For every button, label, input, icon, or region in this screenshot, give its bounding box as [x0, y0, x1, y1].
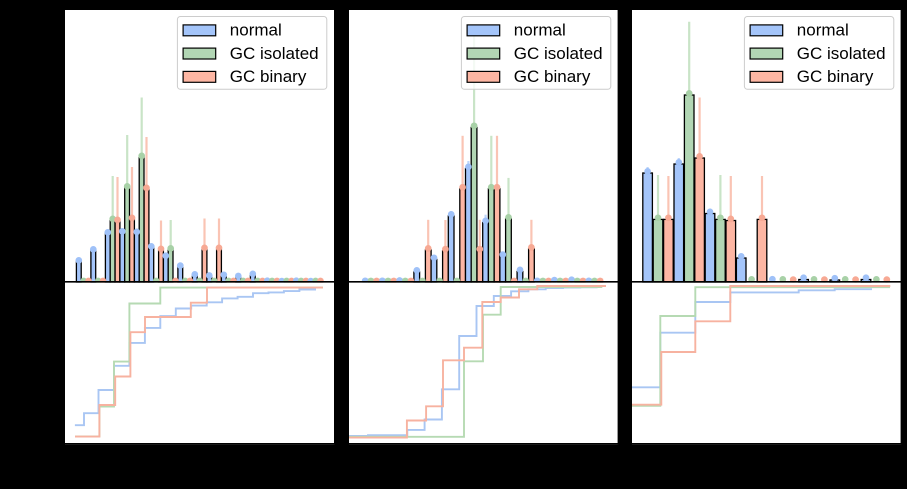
svg-text:GC binary: GC binary [514, 67, 591, 86]
svg-text:GC isolated: GC isolated [230, 44, 319, 63]
svg-text:normal: normal [230, 21, 282, 40]
svg-text:GC isolated: GC isolated [514, 44, 603, 63]
svg-text:normal: normal [514, 21, 566, 40]
svg-text:GC isolated: GC isolated [797, 44, 886, 63]
svg-text:normal: normal [797, 21, 849, 40]
svg-text:GC binary: GC binary [230, 67, 307, 86]
svg-text:GC binary: GC binary [797, 67, 874, 86]
